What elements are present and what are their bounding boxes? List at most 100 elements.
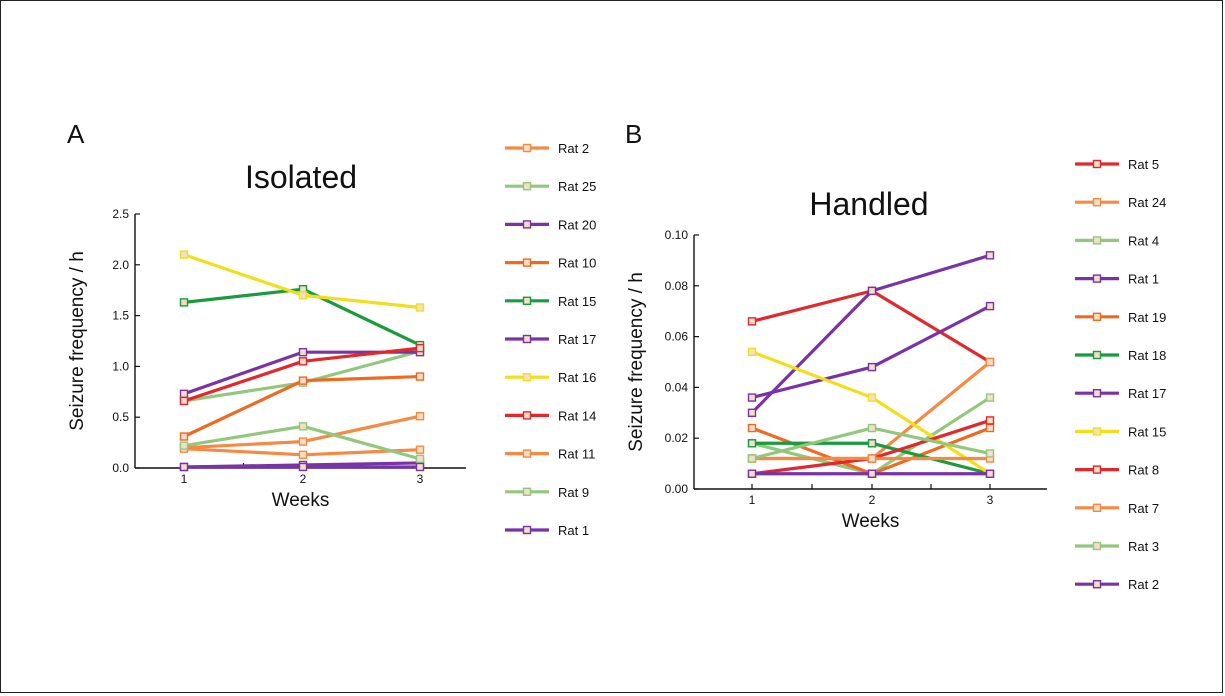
legend-label: Rat 15 xyxy=(558,294,596,309)
y-tick-label: 1.0 xyxy=(112,359,129,373)
series-rat-2 xyxy=(179,411,425,452)
y-tick-label: 0.5 xyxy=(112,410,129,424)
data-point xyxy=(867,286,877,296)
legend-entry: Rat 9 xyxy=(505,485,589,500)
data-point xyxy=(179,441,189,450)
y-axis-label: Seizure frequency / h xyxy=(626,272,647,452)
data-point xyxy=(985,393,995,402)
legend-swatch-marker xyxy=(1092,274,1102,283)
legend-label: Rat 15 xyxy=(1128,424,1166,439)
y-tick-label: 0.04 xyxy=(665,380,689,394)
y-tick-label: 0.06 xyxy=(665,330,689,344)
legend-swatch-marker xyxy=(522,143,532,153)
series-rat-9 xyxy=(179,422,425,464)
series-line xyxy=(751,304,991,400)
data-point xyxy=(867,439,877,448)
y-tick-label: 0.02 xyxy=(665,431,689,445)
legend-swatch-marker xyxy=(1092,236,1102,245)
legend-label: Rat 19 xyxy=(1128,310,1166,325)
legend-swatch-marker xyxy=(522,487,532,496)
legend-label: Rat 18 xyxy=(1128,348,1166,363)
legend-swatch-marker xyxy=(1092,580,1102,589)
data-point xyxy=(747,454,757,463)
legend-swatch-marker xyxy=(1092,427,1102,436)
series-rat-17 xyxy=(747,251,995,417)
data-point xyxy=(747,469,757,478)
data-point xyxy=(298,450,308,459)
legend-entry: Rat 17 xyxy=(1075,386,1166,401)
x-axis-label: Weeks xyxy=(842,511,900,532)
legend-label: Rat 24 xyxy=(1128,195,1166,210)
data-point xyxy=(415,303,425,312)
data-point xyxy=(747,393,757,402)
data-point xyxy=(415,445,425,454)
legend-label: Rat 11 xyxy=(558,447,595,462)
legend-entry: Rat 25 xyxy=(505,179,596,194)
y-tick-label: 0.0 xyxy=(112,461,129,475)
legend-swatch-marker xyxy=(522,181,532,191)
data-point xyxy=(747,408,757,417)
legend-swatch-marker xyxy=(1092,350,1102,360)
series-rat-14 xyxy=(179,343,425,406)
legend-entry: Rat 10 xyxy=(505,256,596,271)
legend-entry: Rat 3 xyxy=(1075,539,1159,554)
legend-entry: Rat 24 xyxy=(1075,195,1166,210)
data-point xyxy=(867,393,877,402)
data-point xyxy=(747,347,757,357)
legend-label: Rat 3 xyxy=(1128,539,1159,554)
legend-entry: Rat 2 xyxy=(1075,577,1159,592)
data-point xyxy=(415,343,425,353)
legend-entry: Rat 17 xyxy=(505,332,596,347)
legend-label: Rat 7 xyxy=(1128,501,1159,516)
legend-swatch-marker xyxy=(522,411,532,420)
data-point xyxy=(415,372,425,381)
chart-title: Isolated xyxy=(245,159,357,195)
legend-swatch-marker xyxy=(1092,389,1102,398)
legend-swatch-marker xyxy=(1092,312,1102,321)
legend-label: Rat 2 xyxy=(1128,577,1159,592)
data-point xyxy=(985,251,995,260)
data-point xyxy=(298,376,308,385)
data-point xyxy=(985,469,995,478)
series-rat-5 xyxy=(747,286,995,367)
legend-swatch-marker xyxy=(522,258,532,267)
x-tick-label: 3 xyxy=(987,493,994,507)
legend-entry: Rat 19 xyxy=(1075,310,1166,325)
data-point xyxy=(415,411,425,421)
panel-label: A xyxy=(67,119,85,149)
x-tick-label: 2 xyxy=(869,493,876,507)
legend-entry: Rat 20 xyxy=(505,217,596,232)
legend-entry: Rat 16 xyxy=(505,370,596,385)
data-point xyxy=(985,416,995,425)
data-point xyxy=(747,439,757,448)
legend-label: Rat 4 xyxy=(1128,233,1159,248)
series-rat-16 xyxy=(179,250,425,312)
data-point xyxy=(179,298,189,307)
data-point xyxy=(415,462,425,472)
legend-entry: Rat 1 xyxy=(505,523,589,538)
series-rat-2 xyxy=(747,469,995,478)
legend-label: Rat 17 xyxy=(558,332,596,347)
series-rat-1 xyxy=(747,301,995,402)
legend-entry: Rat 1 xyxy=(1075,272,1159,287)
legend-label: Rat 20 xyxy=(558,217,596,232)
legend-swatch-marker xyxy=(1092,197,1102,207)
legend-swatch-marker xyxy=(522,449,532,458)
legend-entry: Rat 11 xyxy=(505,447,595,462)
y-tick-label: 2.0 xyxy=(112,258,129,272)
data-point xyxy=(298,462,308,472)
legend-swatch-marker xyxy=(522,373,532,382)
data-point xyxy=(179,432,189,441)
x-tick-label: 1 xyxy=(749,493,756,507)
data-point xyxy=(985,449,995,458)
legend-label: Rat 1 xyxy=(1128,272,1159,287)
series-rat-3 xyxy=(747,423,995,463)
legend-label: Rat 8 xyxy=(1128,463,1159,478)
legend-swatch-marker xyxy=(522,334,532,344)
data-point xyxy=(179,250,189,259)
data-point xyxy=(867,423,877,433)
series-rat-10 xyxy=(179,372,425,441)
legend-label: Rat 10 xyxy=(558,256,596,271)
